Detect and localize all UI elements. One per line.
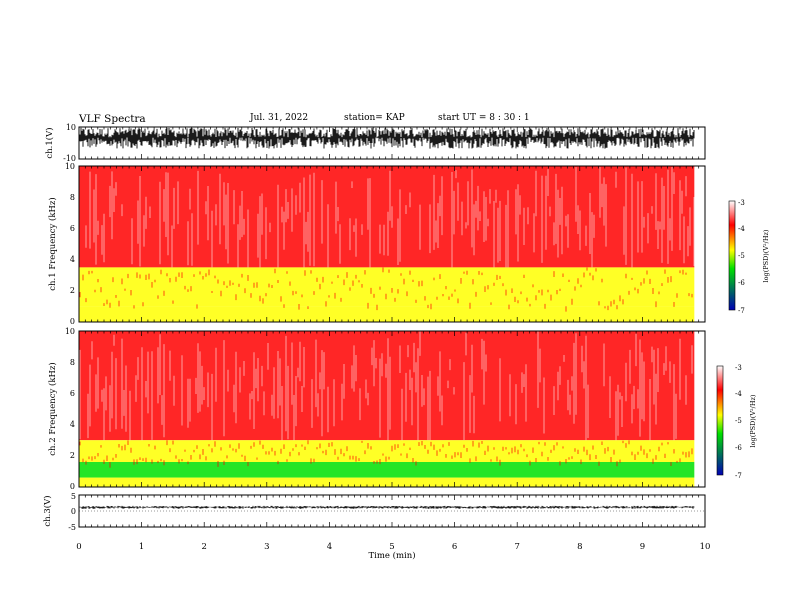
xtick-label-10: 10 <box>700 542 711 552</box>
ch1-spectrogram-band-1 <box>79 267 695 307</box>
ch2-colorbar-tick-m4: -4 <box>735 390 742 398</box>
ch2-ytick-0: 0 <box>70 482 75 491</box>
ch1-spectrogram-band-2 <box>79 306 695 322</box>
xtick-label-6: 6 <box>452 542 457 552</box>
time-axis-label: Time (min) <box>368 550 415 561</box>
ch2-colorbar-label: log(PSD)(V²/Hz) <box>749 394 757 447</box>
ch1-ytick-8: 8 <box>70 193 75 202</box>
xtick-label-3: 3 <box>264 542 269 552</box>
ch2-spectrogram-band-0 <box>79 331 695 441</box>
chart-title: VLF Spectra <box>79 113 146 125</box>
ch2-spectrogram-heatmap <box>79 331 705 487</box>
ch2-colorbar-tick-m6: -6 <box>735 444 742 452</box>
ch1-waveform-trace <box>79 127 695 149</box>
ch2-ytick-2: 2 <box>70 451 75 460</box>
ch2-ytick-8: 8 <box>70 358 75 367</box>
ch1-colorbar-label: log(PSD)(V²/Hz) <box>762 229 770 282</box>
ch1-colorbar-tick-m4: -4 <box>738 225 745 233</box>
ch2-spectrogram-mid-texture <box>79 440 693 468</box>
ch1-waveform-ylabel: ch.1(V) <box>44 127 55 158</box>
xtick-label-4: 4 <box>327 542 332 552</box>
ch1-ytick-bottom: -10 <box>63 154 76 163</box>
ch2-spectrogram-band-1 <box>79 440 695 462</box>
ch2-spectrogram-empty-tail <box>694 331 705 487</box>
ch1-ytick-2: 2 <box>70 286 75 295</box>
ch3-ytick-zero: 0 <box>71 507 76 516</box>
ch1-spectrogram-band-0 <box>79 166 695 268</box>
ch2-spectrogram-texture <box>79 331 693 441</box>
xtick-label-8: 8 <box>577 542 582 552</box>
station-label: station= KAP <box>344 113 405 123</box>
date-label: Jul. 31, 2022 <box>250 113 309 123</box>
ch1-waveform-panel: 10 -10 ch.1(V) <box>44 123 706 163</box>
time-axis-ticks <box>78 127 706 527</box>
ch2-colorbar-tick-m5: -5 <box>735 417 742 425</box>
ch2-ytick-4: 4 <box>70 420 75 429</box>
xtick-label-9: 9 <box>640 542 645 552</box>
xtick-label-7: 7 <box>514 542 519 552</box>
ch1-ytick-0: 0 <box>70 317 75 326</box>
ch1-colorbar <box>728 200 736 311</box>
xtick-label-2: 2 <box>201 542 206 552</box>
ch1-ytick-4: 4 <box>70 255 75 264</box>
ch3-ytick-top: 5 <box>71 492 76 501</box>
ch2-ytick-10: 10 <box>65 327 75 336</box>
ch2-spectrogram-ylabel: ch.2 Frequency (kHz) <box>47 362 58 455</box>
ch1-spectrogram-panel: 0 2 4 6 8 10 ch.1 Frequency (kHz) -3 -4 … <box>47 162 770 326</box>
ch1-spectrogram-heatmap <box>79 166 705 322</box>
ch1-colorbar-tick-m3: -3 <box>738 199 745 207</box>
ch1-colorbar-tick-m5: -5 <box>738 252 745 260</box>
ch2-spectrogram-panel: 0 2 4 6 8 10 ch.2 Frequency (kHz) -3 -4 … <box>47 327 757 491</box>
ch1-spectrogram-texture <box>85 166 695 268</box>
ch3-waveform-ylabel: ch.3(V) <box>42 495 53 526</box>
ch2-ytick-6: 6 <box>70 389 75 398</box>
ch3-waveform-trace <box>79 505 695 509</box>
ch1-ytick-10: 10 <box>65 162 75 171</box>
ch3-waveform-line <box>79 505 695 509</box>
xtick-label-5: 5 <box>389 542 394 552</box>
ch1-ytick-6: 6 <box>70 224 75 233</box>
ch2-colorbar <box>716 365 724 476</box>
ch1-colorbar-tick-m7: -7 <box>738 307 745 315</box>
ch2-colorbar-tick-m3: -3 <box>735 364 742 372</box>
start-ut-label: start UT = 8 : 30 : 1 <box>438 113 530 123</box>
ch1-spectrogram-mid-texture <box>79 267 693 312</box>
ch2-spectrogram-band-3 <box>79 477 695 487</box>
time-axis-labels: 0 1 2 3 4 5 6 7 8 9 10 Time (min) <box>76 542 710 561</box>
ch1-waveform-line <box>79 127 695 149</box>
ch2-spectrogram-band-2 <box>79 462 695 478</box>
ch1-ytick-top: 10 <box>66 123 76 132</box>
ch3-ytick-bottom: -5 <box>68 523 76 532</box>
ch1-spectrogram-empty-tail <box>694 166 705 322</box>
ch1-spectrogram-ylabel: ch.1 Frequency (kHz) <box>47 197 58 290</box>
time-tick-marks <box>78 127 706 527</box>
ch2-colorbar-tick-m7: -7 <box>735 472 742 480</box>
xtick-label-1: 1 <box>139 542 144 552</box>
xtick-label-0: 0 <box>76 542 81 552</box>
ch1-colorbar-tick-m6: -6 <box>738 279 745 287</box>
